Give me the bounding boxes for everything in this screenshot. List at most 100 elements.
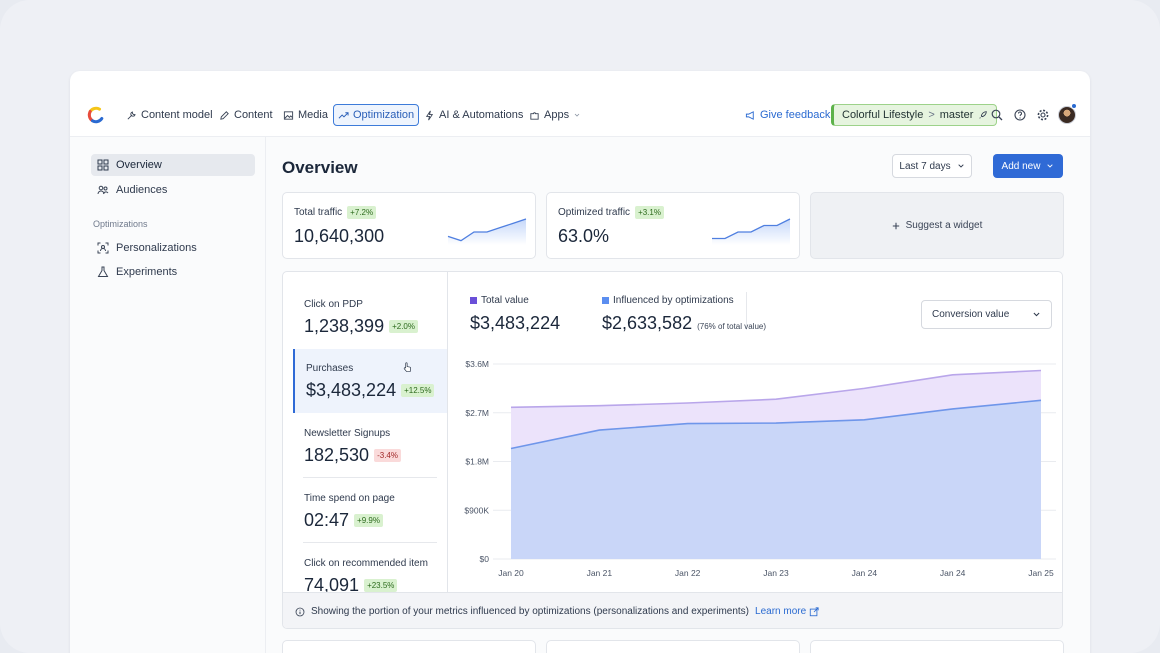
sidebar-item-overview[interactable]: Overview [91, 154, 255, 176]
sidebar-item-audiences[interactable]: Audiences [91, 179, 255, 201]
y-tick-label: $1.8M [465, 457, 489, 467]
nav-content[interactable]: Content [215, 104, 277, 126]
metric-value-row: 182,530 -3.4% [304, 445, 401, 466]
learn-more-link[interactable]: Learn more [755, 606, 819, 617]
wrench-icon [127, 110, 136, 119]
metric-item-time-spend-on-page[interactable]: Time spend on page 02:47 +9.9% [293, 479, 447, 543]
sidebar-item-label: Experiments [116, 266, 178, 278]
x-tick-label: Jan 25 [1028, 568, 1054, 578]
chevron-down-icon [1033, 312, 1040, 317]
metric-list: Click on PDP 1,238,399 +2.0% Purchases $… [283, 272, 448, 595]
metric-label: Click on recommended item [304, 558, 428, 569]
gear-icon[interactable] [1036, 108, 1050, 122]
add-new-button[interactable]: Add new [993, 154, 1063, 178]
series-line [510, 399, 1042, 450]
nav-label: Content [234, 109, 273, 121]
nav-ai-automations[interactable]: AI & Automations [420, 104, 527, 126]
widget-card [546, 640, 800, 653]
select-label: Conversion value [932, 309, 1010, 320]
kpi-value: 10,640,300 [294, 226, 385, 246]
metrics-chart-card: Click on PDP 1,238,399 +2.0% Purchases $… [282, 271, 1063, 629]
change-badge: +3.1% [635, 206, 664, 219]
target-icon [97, 242, 109, 254]
pen-icon [220, 110, 229, 120]
divider [303, 542, 437, 543]
feedback-label: Give feedback [760, 109, 831, 121]
cursor-hand-icon [403, 362, 412, 372]
notification-dot [1071, 103, 1077, 109]
legend-influenced: Influenced by optimizations [602, 295, 734, 306]
legend-swatch [470, 297, 477, 304]
metric-value-row: 02:47 +9.9% [304, 510, 383, 531]
sidebar-item-label: Overview [116, 159, 162, 171]
space-environment-switcher[interactable]: Colorful Lifestyle > master [831, 104, 998, 126]
kpi-label: Total traffic [294, 207, 343, 218]
nav-label: Content model [141, 109, 213, 121]
kpi-card-total-traffic: Total traffic +7.2% 10,640,300 [282, 192, 536, 259]
nav-media[interactable]: Media [279, 104, 332, 126]
legend-label: Total value [481, 295, 529, 306]
chevron-down-icon [1047, 164, 1054, 168]
total-value: $3,483,224 [470, 313, 561, 333]
nav-optimization[interactable]: Optimization [333, 104, 420, 126]
sparkline-total-traffic [447, 218, 527, 245]
help-icon[interactable] [1013, 108, 1027, 122]
metric-item-purchases[interactable]: Purchases $3,483,224 +12.5% [293, 349, 447, 413]
app-window: Content model Content Media Optimization… [70, 71, 1090, 653]
breadcrumb-separator: > [928, 109, 935, 121]
metric-value-row: $3,483,224 +12.5% [306, 380, 435, 401]
y-tick-label: $0 [480, 554, 490, 564]
influenced-value-row: $2,633,582 (76% of total value) [602, 313, 766, 334]
avatar[interactable] [1058, 106, 1076, 124]
change-badge: +9.9% [354, 514, 383, 527]
sidebar-section-title: Optimizations [93, 219, 148, 229]
legend-label: Influenced by optimizations [613, 295, 734, 306]
sidebar: Overview Audiences Optimizations Persona… [70, 137, 266, 653]
x-tick-label: Jan 24 [852, 568, 878, 578]
puzzle-icon [530, 111, 539, 120]
series-line [510, 369, 1042, 409]
sparkline-line [712, 218, 791, 240]
metric-value-row: 1,238,399 +2.0% [304, 316, 418, 337]
date-range-select[interactable]: Last 7 days [892, 154, 972, 178]
kpi-value: 63.0% [558, 226, 610, 246]
nav-apps[interactable]: Apps [525, 104, 585, 126]
sidebar-item-label: Personalizations [116, 242, 197, 254]
divider [303, 477, 437, 478]
people-icon [97, 185, 109, 195]
sparkline-line [447, 218, 527, 242]
image-icon [283, 110, 294, 120]
metric-item-newsletter-signups[interactable]: Newsletter Signups 182,530 -3.4% [293, 414, 447, 478]
chevron-down-icon [957, 164, 964, 168]
date-range-label: Last 7 days [899, 160, 951, 172]
nav-label: AI & Automations [439, 109, 524, 121]
legend-swatch [602, 297, 609, 304]
influenced-value: $2,633,582 [602, 313, 693, 333]
nav-content-model[interactable]: Content model [122, 104, 217, 126]
learn-more-label: Learn more [755, 606, 807, 617]
nav-label: Optimization [353, 109, 415, 121]
suggest-widget-button[interactable]: Suggest a widget [810, 192, 1064, 259]
metric-item-click-on-recommended-item[interactable]: Click on recommended item 74,091 +23.5% [293, 544, 447, 608]
metric-label: Click on PDP [304, 299, 363, 310]
sidebar-item-personalizations[interactable]: Personalizations [91, 237, 255, 259]
info-text: Showing the portion of your metrics infl… [311, 606, 750, 617]
page-title: Overview [282, 158, 358, 177]
flask-icon [97, 266, 109, 277]
conversion-value-select[interactable]: Conversion value [921, 300, 1052, 329]
metric-item-click-on-pdp[interactable]: Click on PDP 1,238,399 +2.0% [293, 285, 447, 349]
search-icon[interactable] [990, 108, 1004, 122]
add-new-label: Add new [1001, 160, 1041, 172]
area-chart: $0 $900K $1.8M $2.7M $3.6M Jan 20 Jan 21 Jan 22… [464, 359, 1056, 578]
x-tick-label: Jan 21 [587, 568, 613, 578]
main-content: Overview Last 7 days Add new Total traff… [266, 137, 1090, 653]
influenced-percentage: (76% of total value) [697, 322, 767, 331]
contentful-logo[interactable] [86, 105, 106, 125]
sidebar-item-experiments[interactable]: Experiments [91, 261, 255, 283]
widget-card [810, 640, 1064, 653]
chart-panel: Total value $3,483,224 Influenced by opt… [449, 272, 1062, 592]
info-footer: Showing the portion of your metrics infl… [283, 592, 1062, 628]
x-tick-label: Jan 24 [940, 568, 966, 578]
give-feedback-link[interactable]: Give feedback [745, 104, 830, 126]
